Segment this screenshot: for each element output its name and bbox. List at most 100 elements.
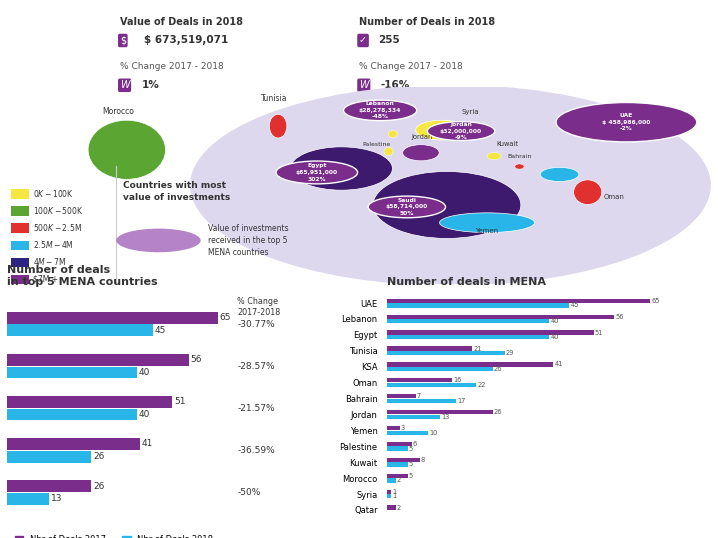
Text: 40: 40 xyxy=(139,410,150,419)
Text: -30.77%: -30.77% xyxy=(237,320,275,329)
Text: 7: 7 xyxy=(417,393,421,399)
Text: Number of Deals in 2018: Number of Deals in 2018 xyxy=(359,17,495,27)
Text: 51: 51 xyxy=(595,330,603,336)
Bar xyxy=(7,409,137,420)
Text: Bahrain: Bahrain xyxy=(507,154,531,159)
Text: Jordan
$32,000,000
-9%: Jordan $32,000,000 -9% xyxy=(440,122,482,140)
Bar xyxy=(388,462,408,466)
Circle shape xyxy=(368,196,446,218)
Text: Tunisia: Tunisia xyxy=(261,94,287,103)
Text: W: W xyxy=(359,80,368,90)
Text: Countries with most
value of investments: Countries with most value of investments xyxy=(123,181,230,202)
Text: % Change 2017 - 2018: % Change 2017 - 2018 xyxy=(359,62,462,71)
Bar xyxy=(11,223,29,233)
Text: $7M +: $7M + xyxy=(33,274,58,284)
Text: $2.5M - $4M: $2.5M - $4M xyxy=(33,239,74,250)
Text: $4M - $7M: $4M - $7M xyxy=(33,256,67,267)
Bar xyxy=(388,494,391,499)
Bar xyxy=(7,438,140,450)
Text: 1: 1 xyxy=(393,489,397,495)
Text: 13: 13 xyxy=(51,494,62,503)
Text: Jordan: Jordan xyxy=(412,134,433,140)
Bar xyxy=(388,303,569,308)
Bar xyxy=(388,367,493,371)
Text: -16%: -16% xyxy=(380,80,409,90)
Ellipse shape xyxy=(373,172,521,238)
Bar xyxy=(7,451,91,463)
Bar xyxy=(11,207,29,216)
Text: Yemen: Yemen xyxy=(475,228,498,234)
Text: $500K - $2.5M: $500K - $2.5M xyxy=(33,222,82,233)
Bar xyxy=(388,394,416,398)
Bar xyxy=(388,315,614,319)
Circle shape xyxy=(343,100,416,121)
Text: W: W xyxy=(120,80,129,90)
Text: 13: 13 xyxy=(441,414,449,420)
Ellipse shape xyxy=(88,120,166,179)
Text: 26: 26 xyxy=(93,452,104,461)
Bar xyxy=(11,240,29,250)
Ellipse shape xyxy=(190,85,711,286)
Text: 40: 40 xyxy=(550,318,559,324)
Text: 6: 6 xyxy=(413,441,417,447)
Bar xyxy=(388,299,651,303)
Text: 29: 29 xyxy=(506,350,514,356)
Bar xyxy=(388,335,549,339)
Bar xyxy=(7,493,50,505)
Text: 65: 65 xyxy=(220,313,231,322)
Text: 51: 51 xyxy=(174,398,185,406)
Ellipse shape xyxy=(574,180,602,204)
Text: 2: 2 xyxy=(397,477,401,484)
Text: 21: 21 xyxy=(474,345,482,351)
Bar xyxy=(388,478,396,483)
Bar xyxy=(388,506,396,510)
Text: Value of Deals in 2018: Value of Deals in 2018 xyxy=(120,17,243,27)
Text: 1%: 1% xyxy=(142,80,160,90)
Ellipse shape xyxy=(388,130,397,138)
Bar xyxy=(11,189,29,199)
Text: Number of deals
in top 5 MENA countries: Number of deals in top 5 MENA countries xyxy=(7,265,158,287)
Bar xyxy=(11,275,29,285)
Bar xyxy=(7,396,172,408)
Text: 5: 5 xyxy=(409,445,413,451)
Text: 8: 8 xyxy=(421,457,425,463)
Ellipse shape xyxy=(269,115,287,138)
Text: $0K - $100K: $0K - $100K xyxy=(33,188,74,199)
Ellipse shape xyxy=(439,213,535,232)
Bar xyxy=(388,330,594,335)
Bar xyxy=(388,458,420,462)
Bar xyxy=(388,383,476,387)
Text: 16: 16 xyxy=(453,377,462,384)
Text: 1: 1 xyxy=(393,493,397,499)
Circle shape xyxy=(116,229,201,252)
Text: 26: 26 xyxy=(494,409,503,415)
Text: Morocco: Morocco xyxy=(102,107,134,116)
Text: 255: 255 xyxy=(378,36,400,46)
Text: 10: 10 xyxy=(429,430,437,436)
Text: Kuwait: Kuwait xyxy=(496,141,518,147)
Ellipse shape xyxy=(540,167,579,181)
Ellipse shape xyxy=(515,164,524,169)
Text: $: $ xyxy=(120,36,126,46)
Bar xyxy=(388,346,472,351)
Ellipse shape xyxy=(416,120,468,140)
Bar xyxy=(388,415,440,419)
Text: Oman: Oman xyxy=(604,194,625,200)
Bar xyxy=(7,324,153,336)
Text: 26: 26 xyxy=(93,482,104,491)
Bar xyxy=(388,447,408,451)
Bar xyxy=(388,362,553,366)
Ellipse shape xyxy=(290,147,393,190)
Ellipse shape xyxy=(487,153,501,160)
Text: Palestine: Palestine xyxy=(363,142,391,147)
Bar xyxy=(7,366,137,378)
Bar xyxy=(388,430,428,435)
Text: -28.57%: -28.57% xyxy=(237,362,275,371)
Text: $100K - $500K: $100K - $500K xyxy=(33,205,84,216)
Bar xyxy=(388,378,452,383)
Text: 17: 17 xyxy=(457,398,466,404)
Text: -21.57%: -21.57% xyxy=(237,404,275,413)
Bar xyxy=(388,426,400,430)
Ellipse shape xyxy=(384,147,393,155)
Legend: Nbr of Deals 2017, Nbr of Deals 2018: Nbr of Deals 2017, Nbr of Deals 2018 xyxy=(11,532,217,538)
